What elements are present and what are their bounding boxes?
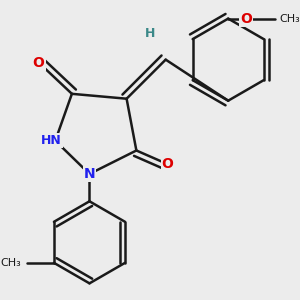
Text: CH₃: CH₃ <box>0 258 21 268</box>
Text: H: H <box>145 27 155 40</box>
Text: N: N <box>84 167 95 181</box>
Text: O: O <box>240 12 252 26</box>
Text: CH₃: CH₃ <box>279 14 300 24</box>
Text: O: O <box>162 157 174 171</box>
Text: O: O <box>33 56 45 70</box>
Text: HN: HN <box>41 134 62 147</box>
